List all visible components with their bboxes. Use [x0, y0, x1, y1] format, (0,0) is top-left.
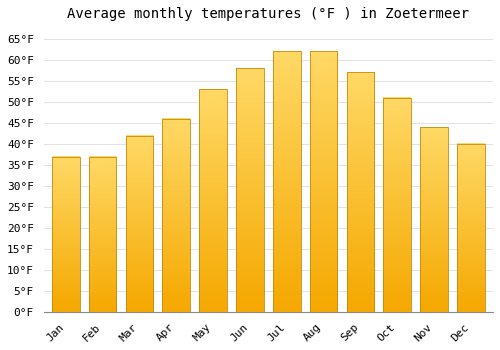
Title: Average monthly temperatures (°F ) in Zoetermeer: Average monthly temperatures (°F ) in Zo… [68, 7, 469, 21]
